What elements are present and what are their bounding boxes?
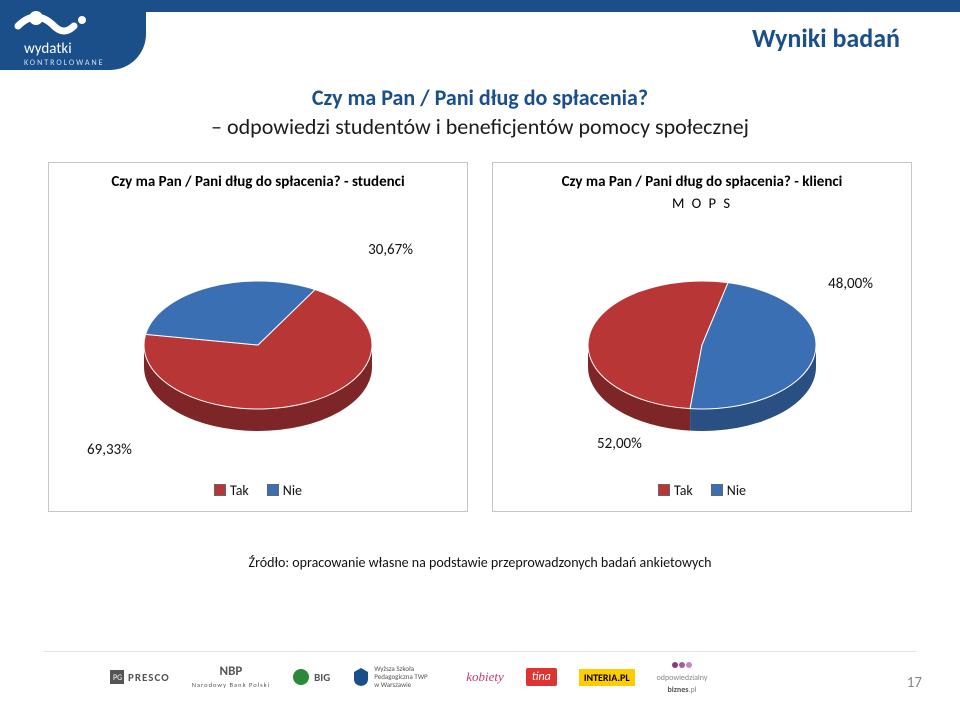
legend-swatch-nie-r [711, 484, 723, 496]
chart-title-right: Czy ma Pan / Pani dług do spłacenia? - k… [493, 163, 911, 194]
legend-item-tak-r: Tak [658, 482, 693, 499]
chart-panel-clients: Czy ma Pan / Pani dług do spłacenia? - k… [492, 162, 912, 512]
pie-chart-students [100, 249, 416, 449]
data-label-nie-right: 48,00% [828, 275, 873, 293]
main-heading-block: Czy ma Pan / Pani dług do spłacenia? – o… [60, 84, 900, 140]
footer-divider [44, 651, 916, 652]
data-label-tak-right: 52,00% [597, 435, 642, 453]
logo-word: wydatki [24, 40, 72, 58]
legend-label-tak-r: Tak [674, 482, 693, 499]
legend-item-nie: Nie [267, 482, 302, 499]
page-number: 17 [907, 674, 922, 692]
source-note: Źródło: opracowanie własne na podstawie … [249, 554, 712, 571]
legend-left: Tak Nie [214, 482, 302, 499]
sponsor-big: BIG [292, 668, 330, 686]
sponsor-wsp: Wyższa Szkoła Pedagogiczna TWP w Warszaw… [352, 665, 444, 688]
chart-subtitle-right: M O P S [493, 194, 911, 212]
legend-swatch-tak [214, 484, 226, 496]
chart-panel-students: Czy ma Pan / Pani dług do spłacenia? - s… [48, 162, 468, 512]
sponsor-presco: PGPRESCO [110, 670, 170, 684]
sponsor-nbp: NBPNarodowy Bank Polski [192, 665, 270, 689]
legend-label-nie: Nie [283, 482, 302, 499]
legend-item-nie-r: Nie [711, 482, 746, 499]
sponsor-odpbiznes: odpowiedzialnybiznes.pl [657, 660, 708, 694]
sponsor-kobiety: kobiety [466, 669, 504, 685]
data-label-tak-left: 69,33% [87, 441, 132, 459]
legend-label-nie-r: Nie [727, 482, 746, 499]
legend-label-tak: Tak [230, 482, 249, 499]
sponsor-bar: PGPRESCO NBPNarodowy Bank Polski BIG Wyż… [110, 660, 707, 694]
chart-title-left: Czy ma Pan / Pani dług do spłacenia? - s… [49, 163, 467, 194]
svg-text:PG: PG [113, 673, 122, 683]
legend-item-tak: Tak [214, 482, 249, 499]
legend-swatch-nie [267, 484, 279, 496]
brand-logo: wydatki KONTROLOWANE [0, 0, 150, 82]
sponsor-interia: INTERIA.PL [579, 669, 635, 686]
sponsor-tina: tina [526, 668, 557, 686]
main-subtitle: – odpowiedzi studentów i beneficjentów p… [60, 113, 900, 140]
legend-swatch-tak-r [658, 484, 670, 496]
main-question: Czy ma Pan / Pani dług do spłacenia? [60, 84, 900, 111]
legend-right: Tak Nie [658, 482, 746, 499]
logo-tag: KONTROLOWANE [24, 58, 105, 68]
data-label-nie-left: 30,67% [368, 241, 413, 259]
pie-chart-clients [544, 249, 860, 449]
page-title: Wyniki badań [752, 22, 900, 54]
